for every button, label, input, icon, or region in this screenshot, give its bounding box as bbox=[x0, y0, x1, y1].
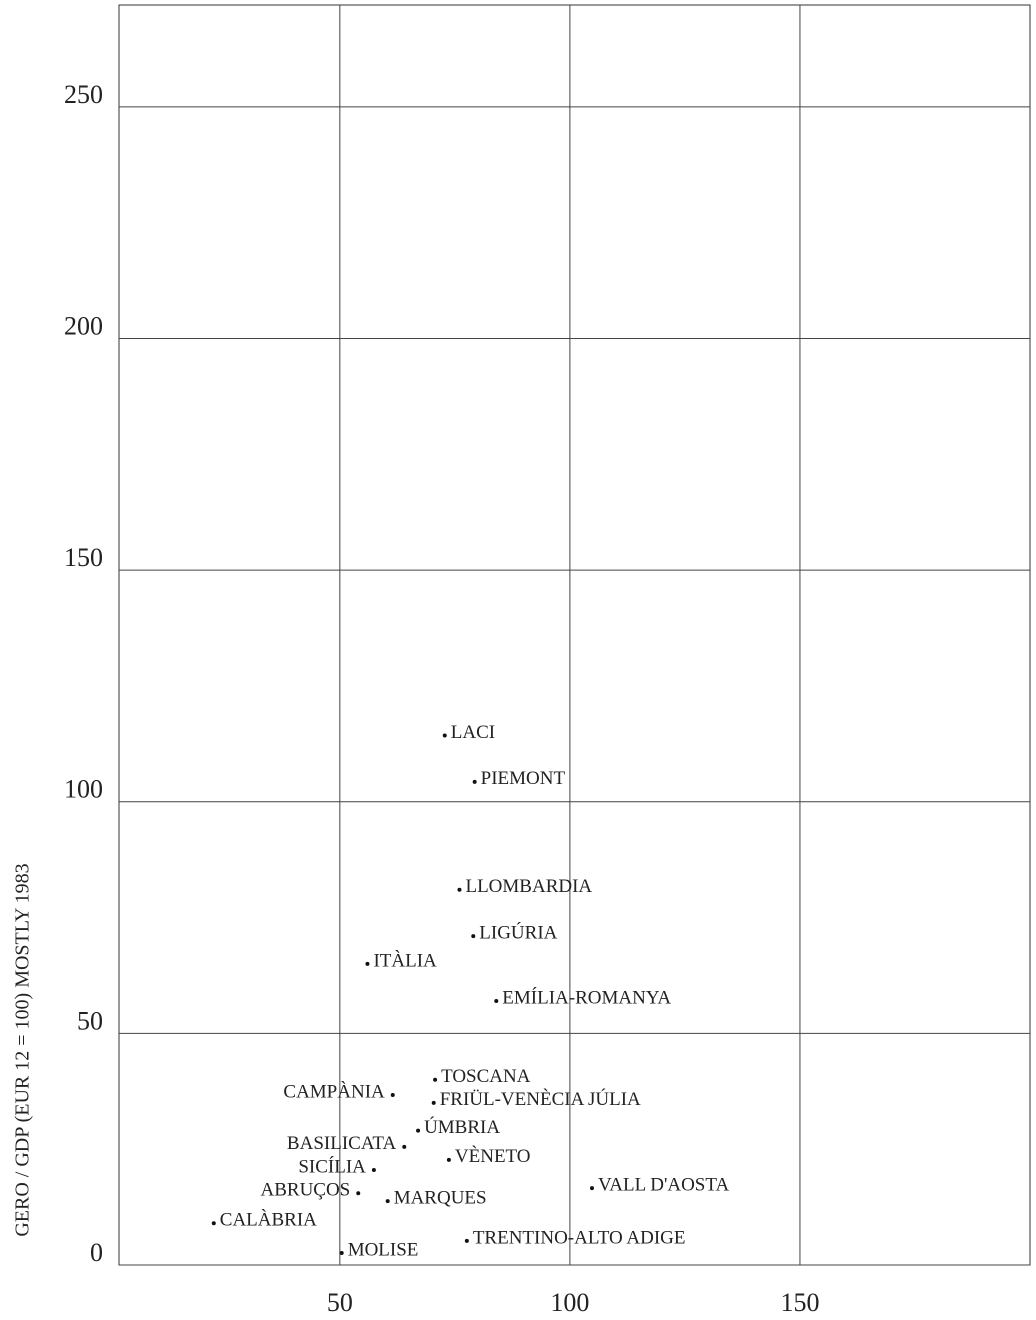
point bbox=[464, 1238, 469, 1243]
point-label: TRENTINO-ALTO ADIGE bbox=[473, 1227, 686, 1248]
plot-frame bbox=[118, 4, 1031, 1266]
point bbox=[431, 1100, 436, 1105]
point-label: MOLISE bbox=[348, 1239, 419, 1260]
point-label: ÚMBRIA bbox=[424, 1116, 500, 1138]
point-label: LIGÚRIA bbox=[479, 921, 557, 943]
point bbox=[390, 1092, 395, 1097]
x-tick-label: 50 bbox=[327, 1288, 353, 1317]
x-tick-label: 150 bbox=[780, 1288, 819, 1317]
x-tick-label: 100 bbox=[550, 1288, 589, 1317]
point bbox=[442, 733, 447, 738]
point bbox=[494, 998, 499, 1003]
y-tick-label: 150 bbox=[64, 543, 103, 572]
point-label: ITÀLIA bbox=[373, 949, 437, 971]
point-label: LLOMBARDIA bbox=[465, 876, 592, 897]
point bbox=[365, 961, 370, 966]
point bbox=[457, 887, 462, 892]
point bbox=[589, 1186, 594, 1191]
point bbox=[433, 1077, 438, 1082]
point-label: EMÍLIA-ROMANYA bbox=[502, 986, 671, 1008]
point-label: VÈNETO bbox=[455, 1145, 531, 1167]
y-axis-label: GERO / GDP (EUR 12 = 100) MOSTLY 1983 bbox=[12, 863, 34, 1236]
point-label: BASILICATA bbox=[287, 1133, 397, 1154]
point-label: TOSCANA bbox=[441, 1066, 531, 1087]
point bbox=[471, 934, 476, 939]
y-tick-label: 100 bbox=[64, 775, 103, 804]
y-tick-label: 200 bbox=[64, 311, 103, 340]
point bbox=[416, 1128, 421, 1133]
point bbox=[211, 1221, 216, 1226]
y-tick-label: 50 bbox=[77, 1006, 103, 1035]
point-label: LACI bbox=[451, 722, 495, 743]
point-label: FRIÜL-VENÈCIA JÚLIA bbox=[440, 1088, 641, 1110]
point-label: CALÀBRIA bbox=[220, 1209, 317, 1231]
point bbox=[371, 1168, 376, 1173]
y-tick-label: 0 bbox=[90, 1238, 103, 1267]
point bbox=[446, 1157, 451, 1162]
point bbox=[402, 1144, 407, 1149]
point-label: MARQUES bbox=[394, 1187, 487, 1208]
point bbox=[385, 1199, 390, 1204]
point bbox=[339, 1250, 344, 1255]
point-label: ABRUÇOS bbox=[261, 1180, 351, 1201]
point-label: VALL D'AOSTA bbox=[598, 1174, 729, 1195]
point-label: PIEMONT bbox=[481, 768, 566, 789]
point-label: SICÍLIA bbox=[298, 1155, 366, 1177]
point bbox=[356, 1191, 361, 1196]
point bbox=[472, 779, 477, 784]
point-label: CAMPÀNIA bbox=[283, 1080, 385, 1102]
y-tick-label: 250 bbox=[64, 80, 103, 109]
